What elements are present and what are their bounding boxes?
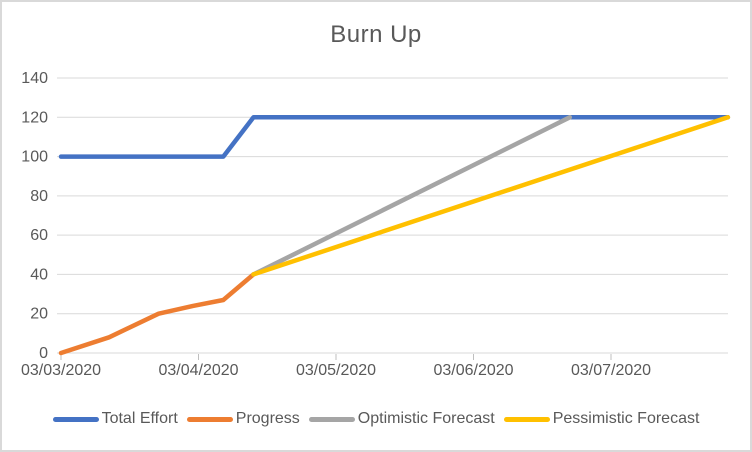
legend-label: Progress <box>235 410 300 427</box>
legend-label: Total Effort <box>101 410 178 427</box>
y-axis-tick-label: 100 <box>21 149 48 166</box>
legend-item-optimistic-forecast: Optimistic Forecast <box>308 410 495 428</box>
x-axis-tick-label: 03/03/2020 <box>21 362 101 379</box>
y-axis-tick-label: 20 <box>30 306 48 323</box>
legend-label: Pessimistic Forecast <box>552 410 700 427</box>
y-axis-tick-label: 140 <box>21 70 48 87</box>
series-line-total-effort <box>58 115 731 159</box>
legend: Total Effort Progress Optimistic Forecast P… <box>2 410 750 428</box>
y-axis-tick-label: 40 <box>30 266 48 283</box>
series-line-optimistic-forecast <box>251 115 573 277</box>
legend-item-progress: Progress <box>186 410 300 428</box>
chart-title: Burn Up <box>330 21 422 48</box>
legend-swatch-progress <box>186 416 233 422</box>
legend-swatch-optimistic-forecast <box>308 416 355 422</box>
series-line-pessimistic-forecast <box>251 115 731 277</box>
legend-item-pessimistic-forecast: Pessimistic Forecast <box>503 410 700 428</box>
x-axis-tick-label: 03/07/2020 <box>571 362 651 379</box>
x-axis-tick-label: 03/04/2020 <box>158 362 238 379</box>
y-axis-tick-label: 120 <box>21 109 48 126</box>
x-axis-tick-label: 03/06/2020 <box>433 362 513 379</box>
legend-swatch-total-effort <box>52 416 99 422</box>
legend-label: Optimistic Forecast <box>357 410 495 427</box>
x-axis-tick-label: 03/05/2020 <box>296 362 376 379</box>
legend-item-total-effort: Total Effort <box>52 410 178 428</box>
y-axis-tick-label: 80 <box>30 188 48 205</box>
legend-swatch-pessimistic-forecast <box>503 416 550 422</box>
series-line-progress <box>58 272 256 356</box>
y-axis-tick-label: 60 <box>30 227 48 244</box>
y-axis-tick-label: 0 <box>39 345 48 362</box>
